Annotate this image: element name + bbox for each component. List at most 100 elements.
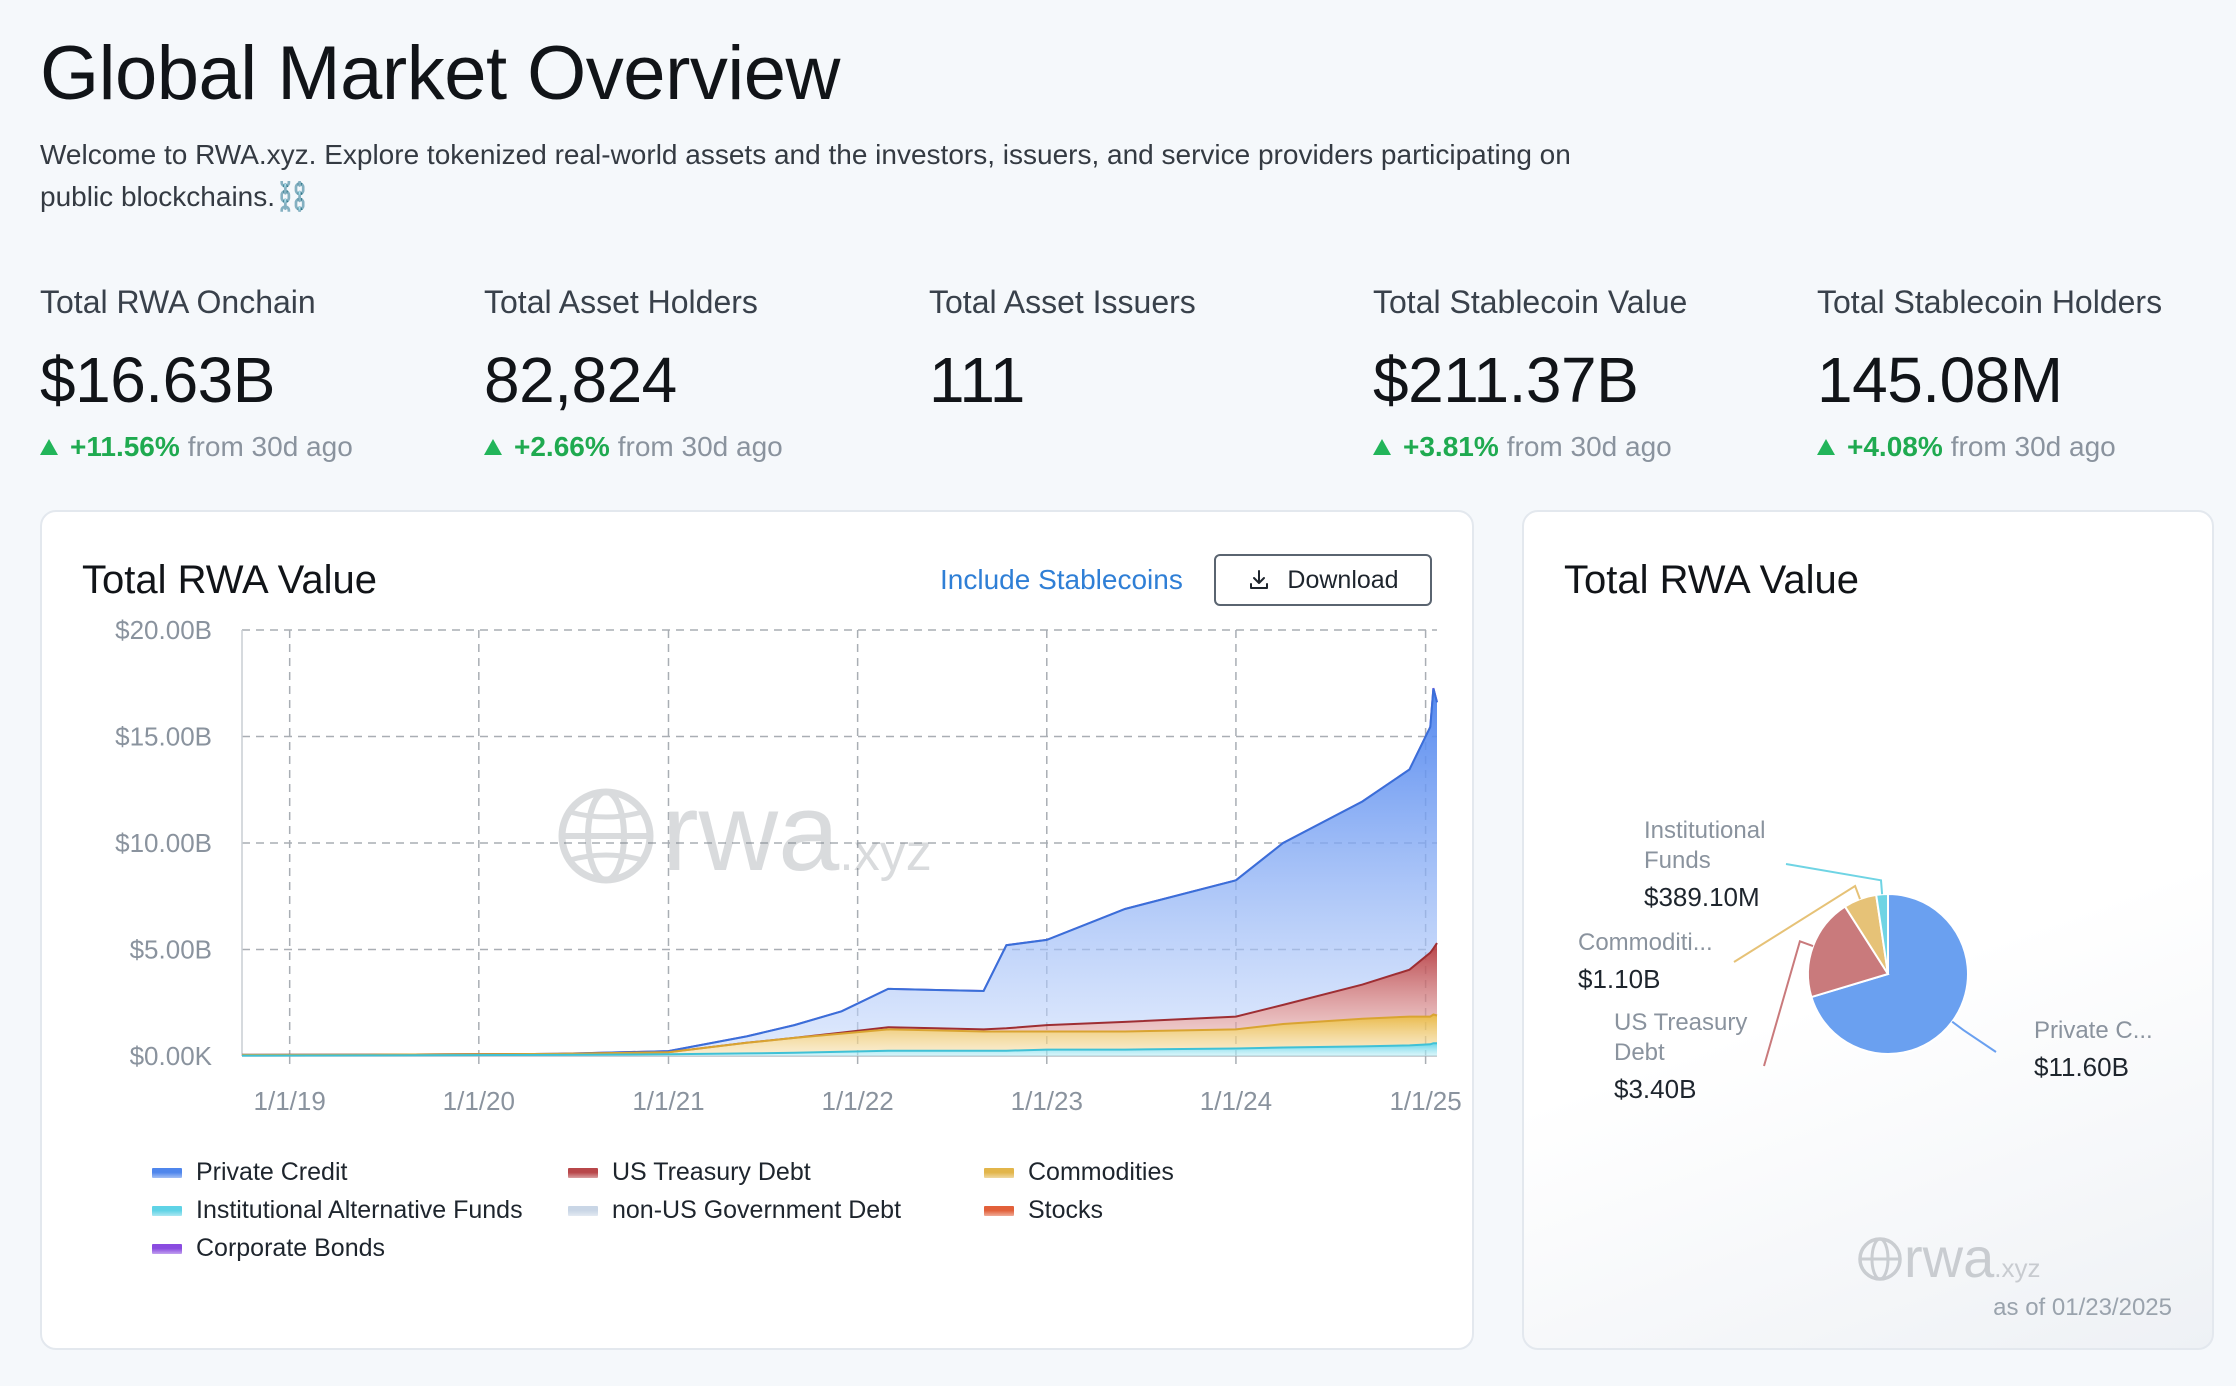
stat-change-percent: +3.81% xyxy=(1403,431,1499,462)
watermark-text: rwa.xyz xyxy=(662,771,932,894)
download-button[interactable]: Download xyxy=(1214,554,1432,606)
y-tick-label: $10.00B xyxy=(115,828,212,858)
legend-swatch xyxy=(568,1167,598,1178)
area-chart-title: Total RWA Value xyxy=(82,558,377,602)
pie-label: Debt xyxy=(1614,1039,1665,1066)
area-private-credit xyxy=(242,688,1437,1055)
rwa-pie-chart: Private C... $11.60B US Treasury Debt $3.40B… xyxy=(1578,817,2153,1289)
legend-swatch xyxy=(984,1205,1014,1216)
rwa-value-pie-card: Private C... $11.60B US Treasury Debt $3.40B… xyxy=(1522,510,2214,1350)
rwa-value-area-card: $0.00K $5.00B $10.00B $15.00B $20.00B 1/1/19 1… xyxy=(40,510,1474,1350)
pie-value-label: $389.10M xyxy=(1644,882,1760,912)
stat-asset-holders: Total Asset Holders 82,824 +2.66% from 3… xyxy=(484,284,904,463)
legend-item[interactable]: Private Credit xyxy=(152,1158,347,1187)
stat-change-percent: +11.56% xyxy=(70,431,180,462)
pie-chart-title: Total RWA Value xyxy=(1564,558,1859,602)
download-icon xyxy=(1250,570,1269,589)
x-tick-label: 1/1/19 xyxy=(254,1086,326,1116)
stat-change-percent: +2.66% xyxy=(514,431,610,462)
stat-change-suffix: from 30d ago xyxy=(1950,431,2116,462)
legend-item[interactable]: Commodities xyxy=(984,1158,1174,1187)
stat-total-rwa: Total RWA Onchain $16.63B +11.56% from 3… xyxy=(40,284,460,463)
line-private-credit xyxy=(241,688,1438,1056)
line-institutional-alternative-funds xyxy=(241,1042,1437,1057)
stat-change-suffix: from 30d ago xyxy=(187,431,353,462)
line-commodities xyxy=(241,1013,1438,1056)
pie-value-label: $1.10B xyxy=(1578,964,1660,994)
legend-swatch xyxy=(152,1205,182,1216)
y-tick-label: $5.00B xyxy=(130,935,212,965)
stat-label: Total RWA Onchain xyxy=(40,284,316,320)
area-layers xyxy=(241,687,1438,1057)
stat-value: 111 xyxy=(929,344,1025,416)
pie-leader-line xyxy=(1951,1020,1997,1053)
stat-label: Total Asset Holders xyxy=(484,284,758,320)
stat-label: Total Asset Issuers xyxy=(929,284,1196,320)
pie-label: Funds xyxy=(1644,847,1711,874)
area-commodities xyxy=(242,1014,1437,1056)
up-arrow-icon xyxy=(40,439,58,455)
x-tick-label: 1/1/22 xyxy=(821,1086,893,1116)
legend-label: Commodities xyxy=(1028,1158,1174,1186)
x-tick-label: 1/1/25 xyxy=(1389,1086,1461,1116)
up-arrow-icon xyxy=(1817,439,1835,455)
stat-change: +2.66% from 30d ago xyxy=(484,431,904,463)
rwa-watermark-small: rwa.xyz xyxy=(1858,1226,2040,1289)
y-tick-label: $15.00B xyxy=(115,722,212,752)
include-stablecoins-toggle[interactable]: Include Stablecoins xyxy=(940,564,1183,595)
pie-label: Commoditi... xyxy=(1578,929,1713,956)
legend-item[interactable]: Corporate Bonds xyxy=(152,1234,385,1263)
pie-value-label: $11.60B xyxy=(2034,1052,2129,1082)
pie-slices xyxy=(1807,892,1969,1055)
up-arrow-icon xyxy=(1373,439,1391,455)
legend-swatch xyxy=(568,1205,598,1216)
pie-labels: Private C... $11.60B US Treasury Debt $3.40B… xyxy=(1578,817,2153,1104)
x-tick-label: 1/1/23 xyxy=(1011,1086,1083,1116)
pie-slice xyxy=(1875,892,1889,975)
legend-label: non-US Government Debt xyxy=(612,1196,902,1224)
area-institutional-alternative-funds xyxy=(242,1043,1437,1056)
stat-stablecoin-value: Total Stablecoin Value $211.37B +3.81% f… xyxy=(1373,284,1793,463)
stat-value: $16.63B xyxy=(40,344,275,416)
intro-text: Welcome to RWA.xyz. Explore tokenized re… xyxy=(40,139,1571,212)
watermark-text: rwa.xyz xyxy=(1904,1226,2040,1289)
x-tick-label: 1/1/21 xyxy=(632,1086,704,1116)
download-label: Download xyxy=(1287,565,1399,594)
pie-value-label: $3.40B xyxy=(1614,1074,1696,1104)
legend-label: Corporate Bonds xyxy=(196,1234,386,1262)
stat-stablecoin-holders: Total Stablecoin Holders 145.08M +4.08% … xyxy=(1817,284,2236,463)
legend-swatch xyxy=(152,1167,182,1178)
stat-value: $211.37B xyxy=(1373,344,1639,416)
legend-item[interactable]: Institutional Alternative Funds xyxy=(152,1196,523,1225)
stat-change: +3.81% from 30d ago xyxy=(1373,431,1793,463)
stat-change: +4.08% from 30d ago xyxy=(1817,431,2236,463)
legend-label: Stocks xyxy=(1028,1196,1104,1224)
stat-value: 145.08M xyxy=(1817,344,2063,416)
legend-swatch xyxy=(152,1243,182,1254)
rwa-watermark: rwa.xyz xyxy=(558,771,932,894)
pie-label: Institutional xyxy=(1644,817,1765,844)
y-tick-label: $0.00K xyxy=(130,1041,213,1071)
pie-label: Private C... xyxy=(2034,1017,2153,1044)
up-arrow-icon xyxy=(484,439,502,455)
stat-change: +11.56% from 30d ago xyxy=(40,431,460,463)
legend-label: US Treasury Debt xyxy=(612,1158,811,1186)
stat-label: Total Stablecoin Holders xyxy=(1817,284,2163,320)
x-tick-label: 1/1/20 xyxy=(443,1086,515,1116)
legend-label: Private Credit xyxy=(196,1158,348,1186)
legend-item[interactable]: non-US Government Debt xyxy=(568,1196,901,1225)
legend-label: Institutional Alternative Funds xyxy=(196,1196,523,1224)
stat-change-suffix: from 30d ago xyxy=(617,431,783,462)
pie-slice xyxy=(1807,905,1890,999)
pie-leader-line xyxy=(1733,884,1861,963)
legend-item[interactable]: Stocks xyxy=(984,1196,1103,1225)
stat-label: Total Stablecoin Value xyxy=(1373,284,1688,320)
area-us-treasury-debt xyxy=(242,943,1437,1055)
rwa-area-chart: $0.00K $5.00B $10.00B $15.00B $20.00B 1/1/19 1… xyxy=(115,615,1462,1116)
legend-item[interactable]: US Treasury Debt xyxy=(568,1158,811,1187)
pie-label: US Treasury xyxy=(1614,1009,1747,1036)
as-of-date: as of 01/23/2025 xyxy=(1993,1294,2172,1321)
stat-change-suffix: from 30d ago xyxy=(1506,431,1672,462)
pie-leader-line xyxy=(1763,939,1814,1067)
stat-asset-issuers: Total Asset Issuers 111 xyxy=(929,284,1349,417)
